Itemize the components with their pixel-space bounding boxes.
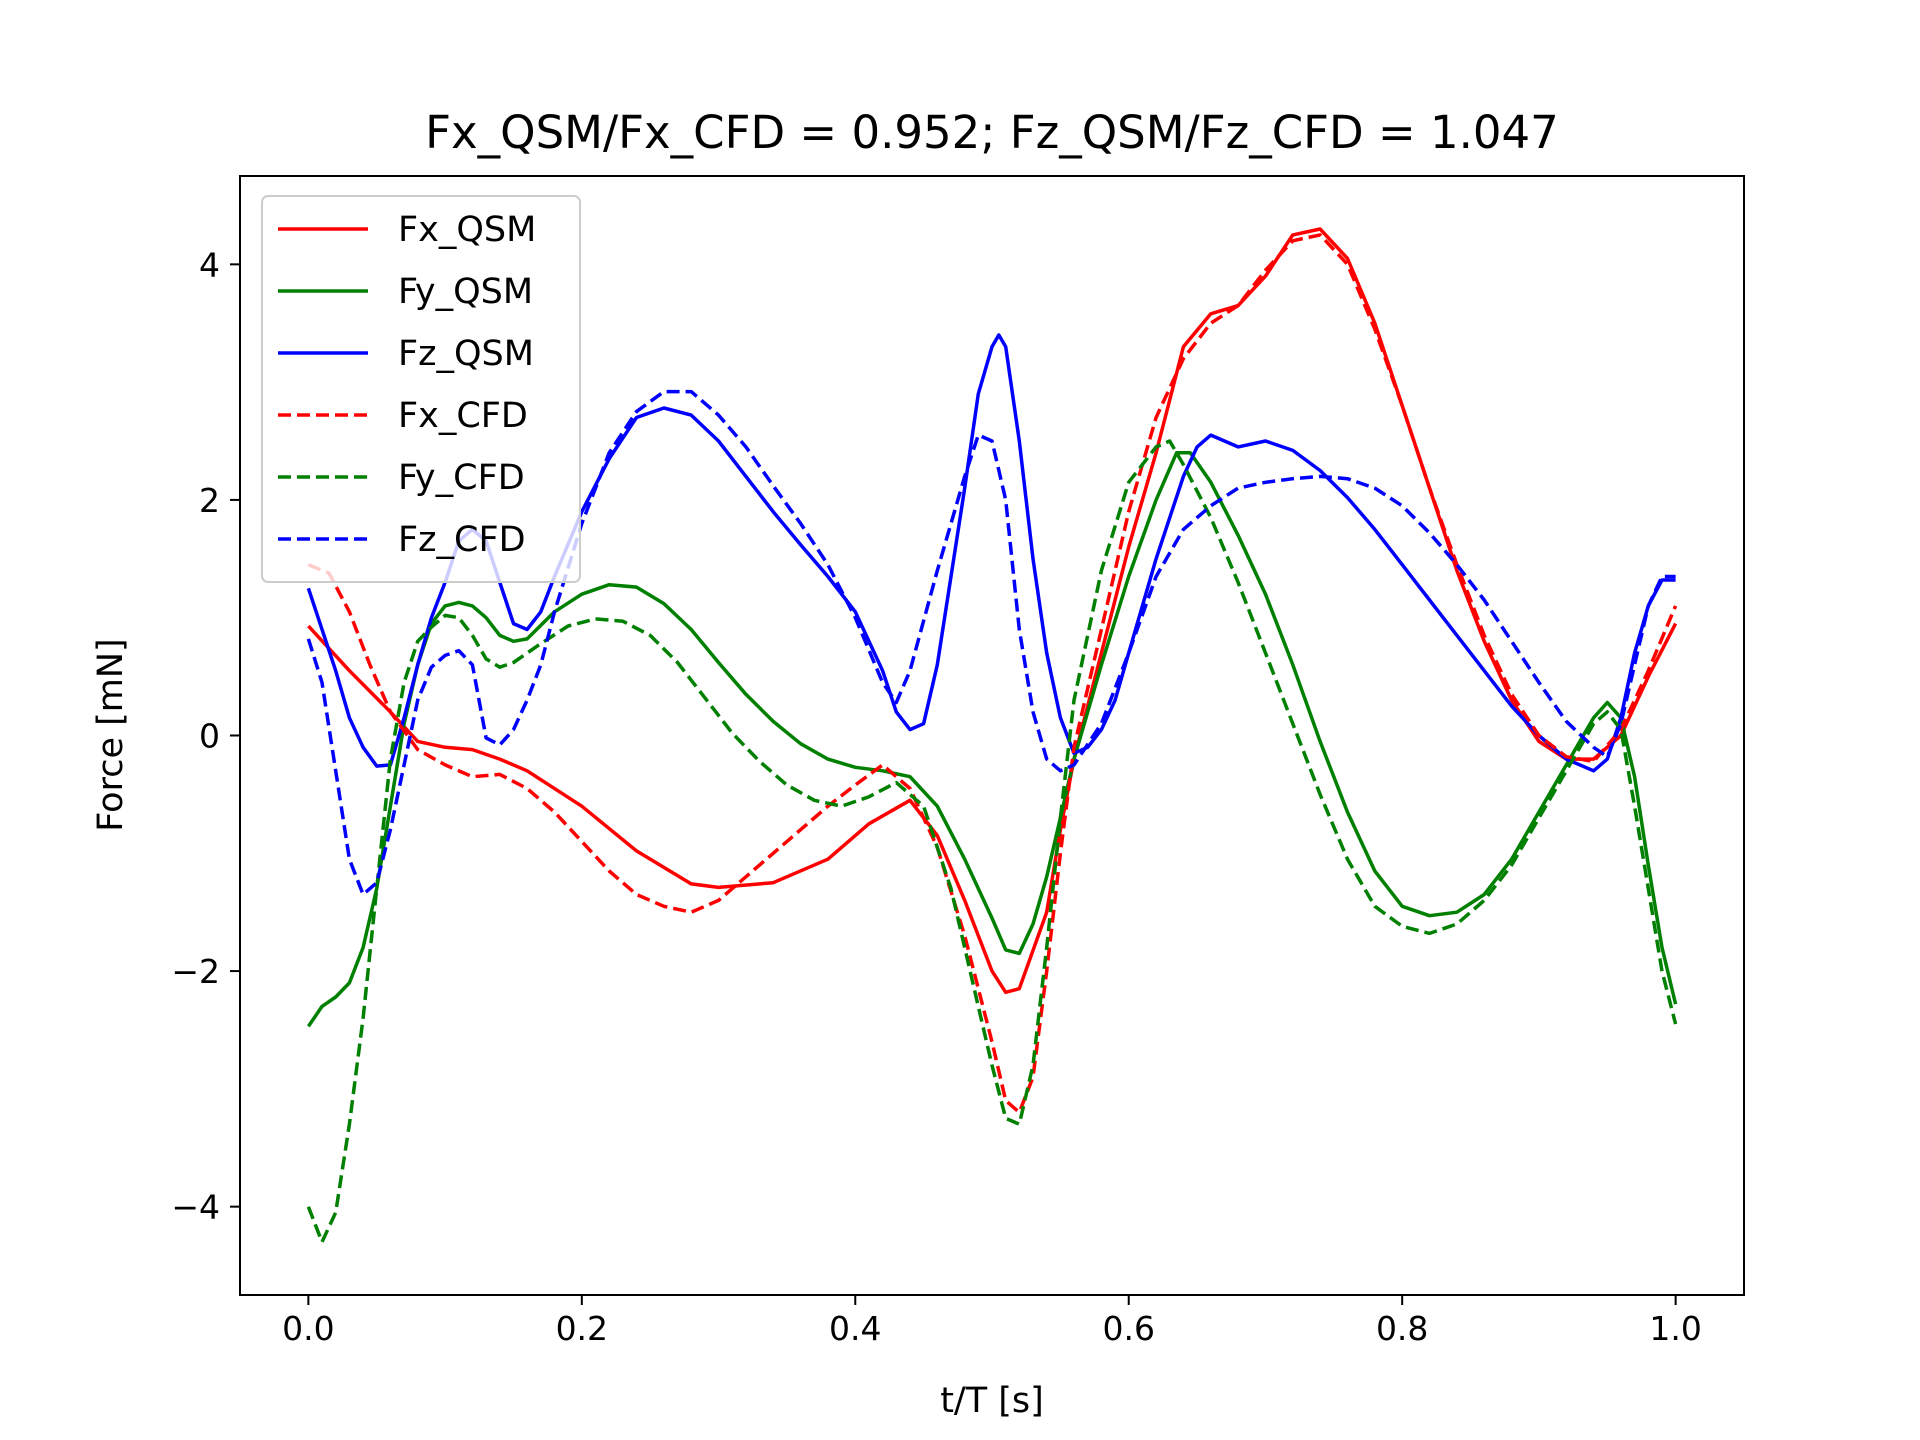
y-axis-label: Force [mN]: [91, 638, 131, 831]
y-tick-label: 0: [199, 717, 220, 756]
series-line-fz-cfd: [306, 389, 1676, 897]
series-line-fy-qsm: [306, 451, 1678, 1028]
x-axis-label: t/T [s]: [940, 1381, 1044, 1421]
y-tick-label: −2: [171, 952, 220, 991]
y-tick-label: 2: [199, 481, 220, 520]
legend-label: Fz_QSM: [398, 334, 534, 374]
series-line-fy-cfd: [306, 439, 1678, 1244]
chart-title: Fx_QSM/Fx_CFD = 0.952; Fz_QSM/Fz_CFD = 1…: [425, 106, 1559, 159]
x-tick-label: 0.2: [556, 1309, 608, 1348]
legend-label: Fx_CFD: [398, 396, 528, 436]
x-axis: 0.0 0.2 0.4 0.6 0.8 1.0: [282, 1295, 1702, 1348]
x-tick-label: 0.0: [282, 1309, 334, 1348]
legend-label: Fx_QSM: [398, 210, 536, 250]
x-tick-label: 0.4: [829, 1309, 881, 1348]
x-tick-label: 1.0: [1649, 1309, 1701, 1348]
legend: Fx_QSM Fy_QSM Fz_QSM Fx_CFD Fy_CFD Fz_CFD: [261, 195, 581, 583]
legend-label: Fz_CFD: [398, 520, 526, 560]
x-tick-label: 0.6: [1102, 1309, 1154, 1348]
legend-label: Fy_CFD: [398, 458, 525, 498]
y-tick-label: −4: [171, 1188, 220, 1227]
series-line-fx-cfd: [307, 233, 1678, 1115]
y-axis: −4 −2 0 2 4: [171, 245, 240, 1227]
legend-label: Fy_QSM: [398, 272, 533, 312]
y-tick-label: 4: [199, 245, 220, 284]
x-tick-label: 0.8: [1376, 1309, 1428, 1348]
